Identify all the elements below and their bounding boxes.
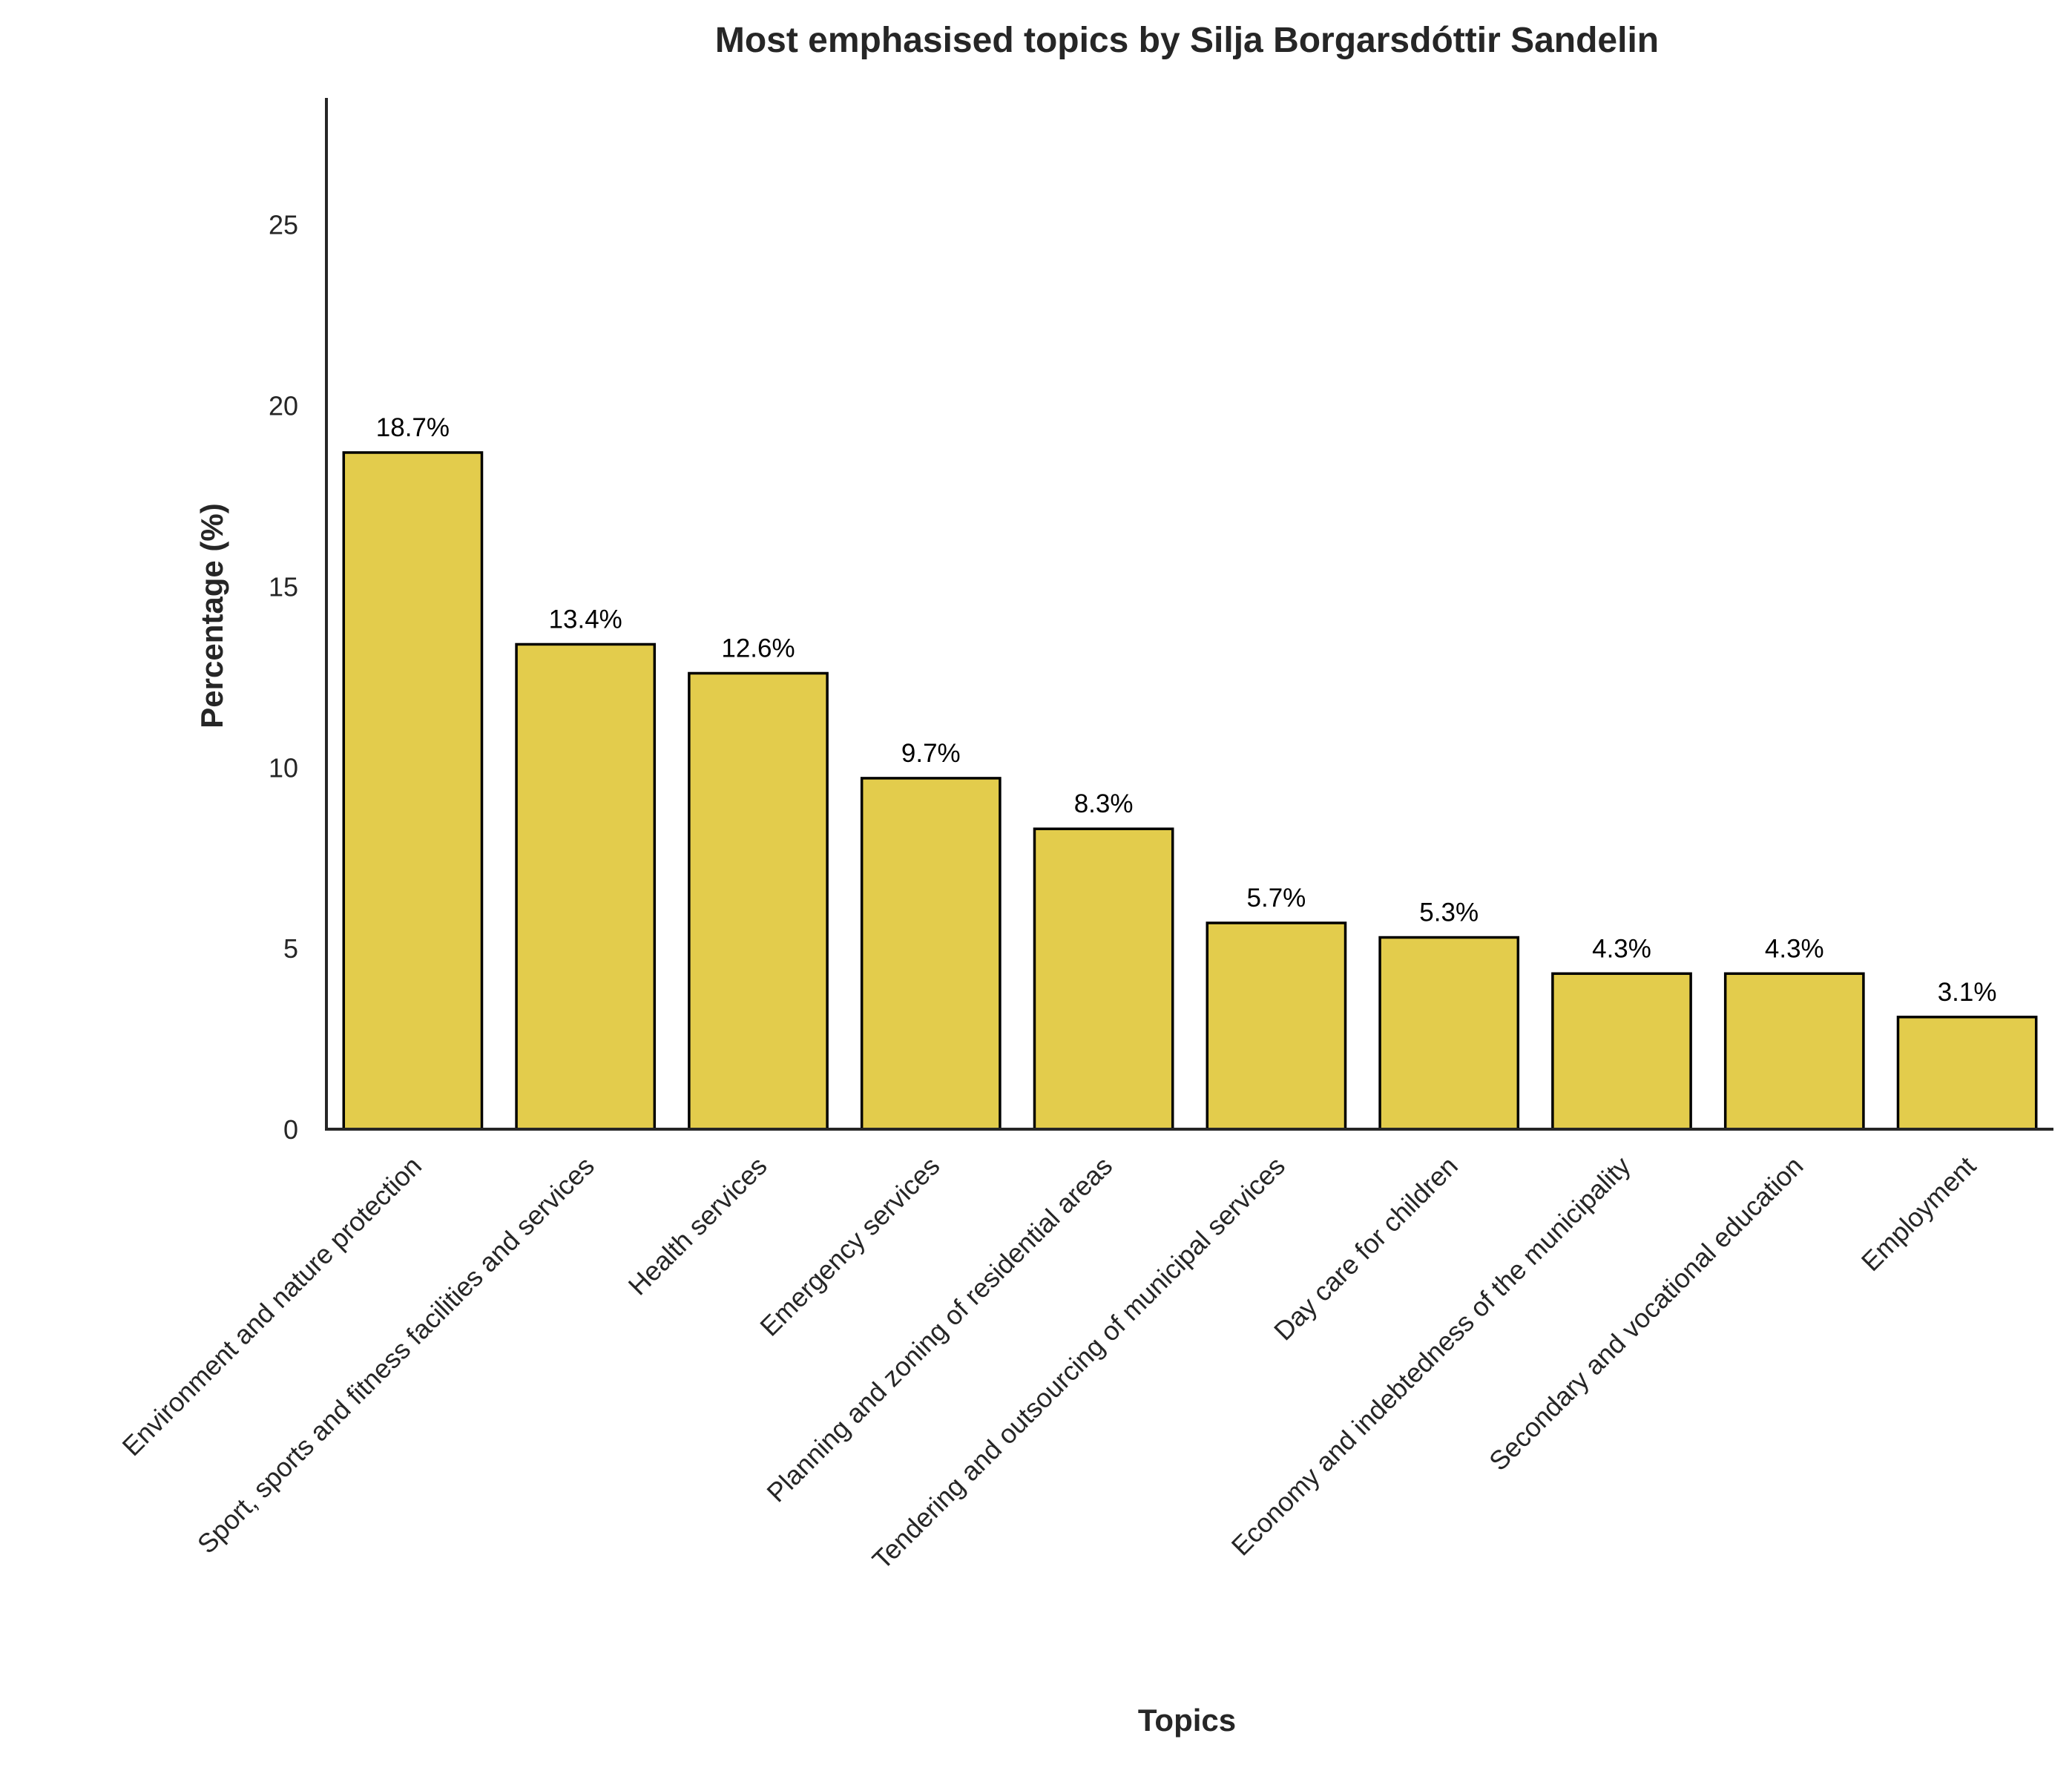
bar: [1378, 936, 1520, 1131]
x-tick-label: Day care for children: [1268, 1151, 1464, 1347]
bar: [1206, 921, 1347, 1131]
y-tick-label: 0: [283, 1114, 298, 1145]
x-axis-ticks: Environment and nature protectionSport, …: [116, 1151, 1981, 1575]
y-axis-label: Percentage (%): [194, 503, 229, 728]
x-tick-label: Environment and nature protection: [116, 1151, 427, 1462]
data-label: 5.3%: [1419, 898, 1479, 927]
bar: [342, 451, 484, 1131]
data-label: 4.3%: [1765, 934, 1824, 963]
y-tick-label: 20: [269, 391, 298, 421]
x-tick-label: Emergency services: [754, 1151, 945, 1342]
x-axis-label: Topics: [1138, 1703, 1236, 1738]
data-label: 4.3%: [1592, 934, 1651, 963]
bar: [860, 777, 1002, 1131]
data-label: 12.6%: [721, 634, 795, 663]
bars-group: 18.7% 13.4% 12.6% 9.7% 8.3% 5.7% 5.3% 4.3% 4.3% 3…: [342, 413, 2038, 1131]
y-tick-label: 10: [269, 752, 298, 783]
y-axis-ticks: 0 5 10 15 20 25: [269, 210, 298, 1145]
axes: [325, 98, 2053, 1131]
x-tick-label: Sport, sports and fitness facilities and…: [191, 1151, 600, 1559]
data-label: 18.7%: [376, 413, 450, 442]
data-label: 5.7%: [1247, 884, 1306, 913]
x-tick-label: Tendering and outsourcing of municipal s…: [866, 1151, 1291, 1575]
x-tick-label: Employment: [1855, 1151, 1981, 1277]
y-tick-label: 5: [283, 933, 298, 964]
x-tick-label: Health services: [622, 1151, 773, 1301]
data-label: 13.4%: [549, 605, 622, 634]
bar: [515, 642, 657, 1131]
data-label: 8.3%: [1074, 789, 1134, 818]
x-tick-label: Planning and zoning of residential areas: [760, 1151, 1118, 1508]
chart-title: Most emphasised topics by Silja Borgarsd…: [715, 21, 1659, 60]
data-label: 3.1%: [1938, 978, 1997, 1007]
data-label: 9.7%: [901, 739, 961, 768]
y-tick-label: 25: [269, 210, 298, 240]
x-tick-label: Economy and indebtedness of the municipa…: [1226, 1151, 1637, 1562]
bar: [1033, 827, 1174, 1131]
x-tick-label: Secondary and vocational education: [1483, 1151, 1809, 1476]
y-tick-label: 15: [269, 571, 298, 602]
bar: [1723, 972, 1865, 1131]
bar: [1896, 1016, 2038, 1131]
bar: [1551, 972, 1692, 1131]
bar: [688, 671, 829, 1131]
